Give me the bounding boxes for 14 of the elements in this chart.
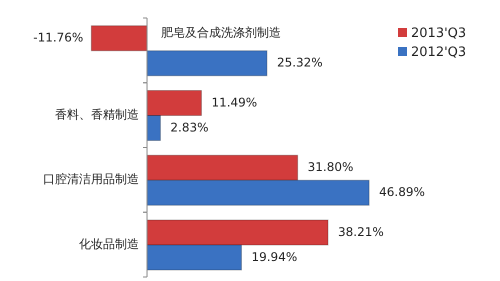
data-label: -11.76% [33, 30, 84, 45]
data-label: 25.32% [276, 56, 323, 70]
y-tick-label: 肥皂及合成洗涤剂制造 [161, 26, 282, 40]
y-tick-label: 化妆品制造 [79, 236, 140, 251]
legend-label: 2012'Q3 [411, 45, 466, 60]
legend-label: 2013'Q3 [411, 26, 466, 41]
data-label: 19.94% [251, 250, 298, 264]
data-label: 2.83% [170, 120, 209, 134]
data-label: 11.49% [211, 95, 258, 110]
data-label: 38.21% [338, 224, 384, 239]
data-label: 46.89% [379, 185, 425, 200]
y-tick-label: 口腔清洁用品制造 [43, 172, 140, 186]
y-tick-label: 香料、香精制造 [55, 107, 140, 122]
data-label: 31.80% [308, 160, 354, 174]
